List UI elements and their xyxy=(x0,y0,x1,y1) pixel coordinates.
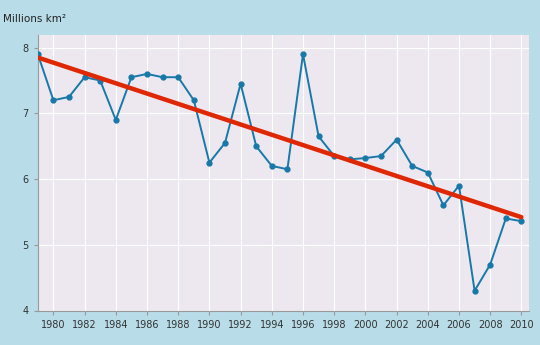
Text: Millions km²: Millions km² xyxy=(3,14,66,24)
